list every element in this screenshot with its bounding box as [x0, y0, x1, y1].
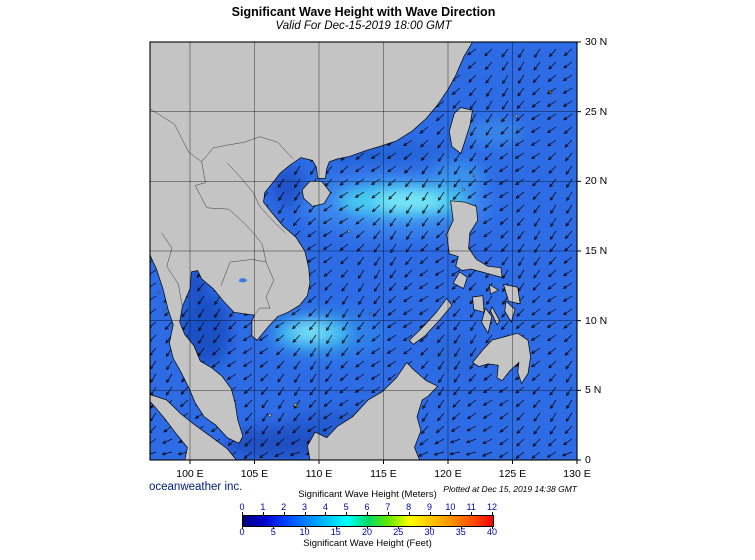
island-miyako	[514, 114, 518, 118]
lon-axis-label: 120 E	[434, 468, 462, 480]
island-mergui-1	[157, 291, 161, 295]
island-batanes	[472, 174, 476, 178]
land-palawan	[408, 297, 453, 345]
colorbar-feet-tickmark	[335, 526, 337, 529]
land-masbate	[488, 283, 499, 295]
colorbar-meters-tick: 6	[364, 502, 370, 512]
lon-axis-label: 110 E	[305, 468, 333, 480]
colorbar-meters-tick: 10	[445, 502, 456, 512]
lat-axis-label: 15 N	[585, 245, 608, 257]
island-mergui-2	[162, 308, 166, 311]
colorbar-meters-tick: 11	[466, 502, 476, 512]
lat-axis-label: 20 N	[585, 175, 608, 188]
colorbar-meters-tick: 8	[406, 502, 412, 512]
colorbar-meters-tickmark	[429, 512, 431, 515]
colorbar-meters-tickmark	[387, 512, 389, 515]
border-china-vietnam-myanmar	[150, 108, 294, 163]
colorbar-meters-tickmark	[408, 512, 410, 515]
plotted-at-text: Plotted at Dec 15, 2019 14:38 GMT	[443, 484, 577, 494]
colorbar-meters-tickmark	[471, 512, 473, 515]
lon-axis-label: 105 E	[240, 468, 269, 480]
island-spratly	[369, 312, 372, 315]
wave-direction-arrows	[145, 48, 573, 459]
colorbar-feet-tickmark	[273, 526, 275, 529]
colorbar-feet-tickmark	[429, 526, 431, 529]
colorbar-meters-tick: 12	[486, 502, 497, 512]
border-cambodia-vietnam	[253, 262, 275, 317]
colorbar-meters-tick: 2	[281, 502, 287, 512]
land-cebu	[490, 305, 501, 326]
colorbar-meters-tickmark	[262, 512, 264, 515]
graticule	[150, 42, 577, 460]
colorbar-feet-tickmark	[304, 526, 306, 529]
chart-title: Significant Wave Height with Wave Direct…	[231, 5, 496, 19]
border-laos-thailand	[194, 161, 267, 263]
land-sumatra	[150, 394, 237, 460]
lon-axis-label: 130 E	[563, 468, 591, 480]
colorbar-feet-tick: 35	[455, 527, 466, 537]
colorbar-meters-tickmark	[450, 512, 452, 515]
colorbar-meters-tick: 9	[426, 502, 432, 512]
island-babuyan	[462, 188, 465, 192]
colorbar-feet-tick: 5	[270, 527, 276, 537]
colorbar-feet-tick: 15	[330, 527, 341, 537]
colorbar-meters-tick: 0	[239, 502, 245, 512]
colorbar-meters-tick: 5	[343, 502, 349, 512]
colorbar-feet-tick: 0	[239, 527, 245, 537]
colorbar-feet-tick: 20	[361, 527, 372, 537]
lon-axis-label: 115 E	[370, 468, 397, 480]
colorbar-feet-tickmark	[367, 526, 368, 529]
colorbar-gradient	[242, 515, 494, 527]
lat-axis-label: 30 N	[585, 36, 608, 48]
colorbar-meters-tickmark	[367, 512, 368, 515]
colorbar-meters-tick: 1	[260, 502, 266, 512]
land-mindanao	[471, 332, 531, 385]
colorbar-meters-tick: 7	[385, 502, 391, 512]
lat-axis-label: 5 N	[585, 384, 602, 397]
colorbar-meters-tickmark	[283, 512, 285, 515]
island-anambas	[268, 413, 272, 418]
colorbar-meters-tick: 4	[322, 502, 328, 512]
land-luzon	[446, 200, 503, 278]
lat-axis-label: 0	[585, 454, 591, 466]
colorbar-meters-tickmark	[304, 512, 306, 515]
colorbar-meters-tickmark	[325, 512, 327, 515]
colorbar-feet-tickmark	[492, 526, 493, 529]
border-vietnam-laos	[227, 163, 286, 234]
colorbar-meters-tickmark	[242, 512, 243, 515]
lat-axis-label: 10 N	[585, 314, 608, 327]
wave-map	[145, 41, 581, 464]
lon-axis-label: 100 E	[176, 468, 204, 480]
lon-axis-label: 125 E	[498, 468, 527, 480]
land-samar	[502, 283, 521, 305]
colorbar-feet-tickmark	[460, 526, 462, 529]
colorbar-meters-label: Significant Wave Height (Meters)	[298, 489, 437, 500]
colorbar-feet-tickmark	[242, 526, 243, 529]
colorbar-feet-tickmark	[398, 526, 400, 529]
colorbar-meters-tickmark	[492, 512, 493, 515]
colorbar-feet-tick: 30	[424, 527, 435, 537]
credit-text: oceanweather inc.	[149, 481, 243, 493]
colorbar-meters-tick: 3	[301, 502, 307, 512]
chart-subtitle: Valid For Dec-15-2019 18:00 GMT	[275, 20, 452, 32]
land-borneo	[307, 361, 439, 460]
border-thailand-myanmar	[161, 232, 183, 307]
lake-tonle-sap	[238, 278, 247, 283]
colorbar-feet-label: Significant Wave Height (Feet)	[303, 538, 432, 549]
border-thailand-cambodia	[220, 259, 267, 286]
lat-axis-label: 25 N	[585, 105, 608, 118]
land-mindoro	[452, 271, 468, 290]
colorbar-meters-tickmark	[346, 512, 348, 515]
colorbar-feet-tick: 25	[393, 527, 404, 537]
colorbar-feet-tick: 10	[299, 527, 310, 537]
colorbar-feet-tick: 40	[486, 527, 497, 537]
land-taiwan	[448, 107, 473, 155]
